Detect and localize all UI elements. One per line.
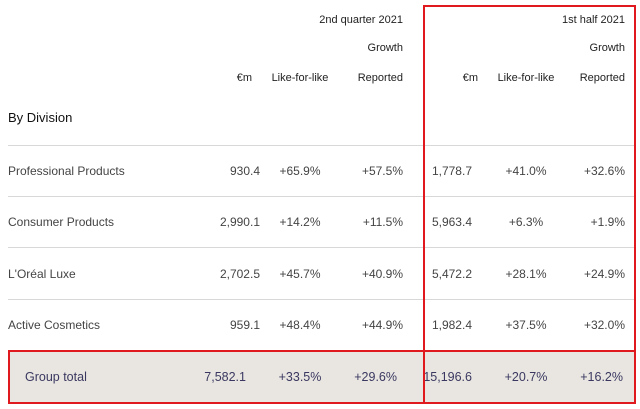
h1-reported: +24.9% (583, 266, 625, 281)
row-label: Consumer Products (8, 215, 115, 230)
q2-reported: +11.5% (362, 215, 403, 230)
h1-em: 1,778.7 (431, 164, 472, 178)
q2-reported: +57.5% (361, 164, 403, 178)
col-lfl-h1: Like-for-like (497, 72, 555, 84)
q2-em: 2,990.1 (219, 215, 260, 230)
q2-em: 959.1 (229, 317, 260, 332)
row-divider (8, 299, 636, 300)
h1-reported: +1.9% (590, 215, 625, 230)
total-row-background (9, 351, 635, 402)
q2-reported: +44.9% (361, 317, 403, 332)
q2-lfl: +65.9% (279, 164, 321, 178)
q2-lfl: +48.4% (279, 317, 321, 332)
h1-lfl: +28.1% (505, 266, 547, 281)
h1-em: 5,472.2 (431, 266, 472, 281)
period-q2-header: 2nd quarter 2021 (319, 14, 403, 26)
total-h1-em: 15,196.6 (423, 370, 472, 384)
total-q2-lfl: +33.5% (278, 370, 322, 384)
q2-lfl: +45.7% (279, 266, 321, 281)
h1-em: 1,982.4 (431, 317, 472, 332)
row-divider (8, 247, 636, 248)
total-highlight-box (8, 350, 636, 404)
total-h1-lfl: +20.7% (504, 370, 548, 384)
q2-em: 930.4 (229, 164, 260, 178)
total-label: Group total (25, 370, 87, 384)
total-q2-reported: +29.6% (354, 370, 397, 384)
growth-h1-header: Growth (589, 42, 625, 54)
h1-reported: +32.6% (583, 164, 625, 178)
q2-lfl: +14.2% (279, 215, 321, 230)
h1-highlight-box (423, 5, 636, 404)
row-divider (8, 196, 636, 197)
row-label: Active Cosmetics (8, 317, 101, 332)
row-label: L'Oréal Luxe (8, 266, 76, 281)
row-divider (8, 145, 636, 146)
section-title: By Division (8, 110, 73, 125)
col-reported-h1: Reported (579, 72, 625, 84)
total-h1-reported: +16.2% (580, 370, 623, 384)
q2-em: 2,702.5 (219, 266, 260, 281)
h1-lfl: +41.0% (505, 164, 547, 178)
h1-lfl: +37.5% (505, 317, 547, 332)
col-reported-q2: Reported (357, 72, 403, 84)
col-em-h1: €m (462, 72, 478, 84)
h1-reported: +32.0% (583, 317, 625, 332)
h1-em: 5,963.4 (431, 215, 472, 230)
col-lfl-q2: Like-for-like (271, 72, 329, 84)
total-q2-em: 7,582.1 (204, 370, 246, 384)
q2-reported: +40.9% (361, 266, 403, 281)
col-em-q2: €m (236, 72, 252, 84)
period-h1-header: 1st half 2021 (562, 14, 625, 26)
row-label: Professional Products (8, 164, 125, 178)
h1-lfl: +6.3% (508, 215, 544, 230)
growth-q2-header: Growth (367, 42, 403, 54)
